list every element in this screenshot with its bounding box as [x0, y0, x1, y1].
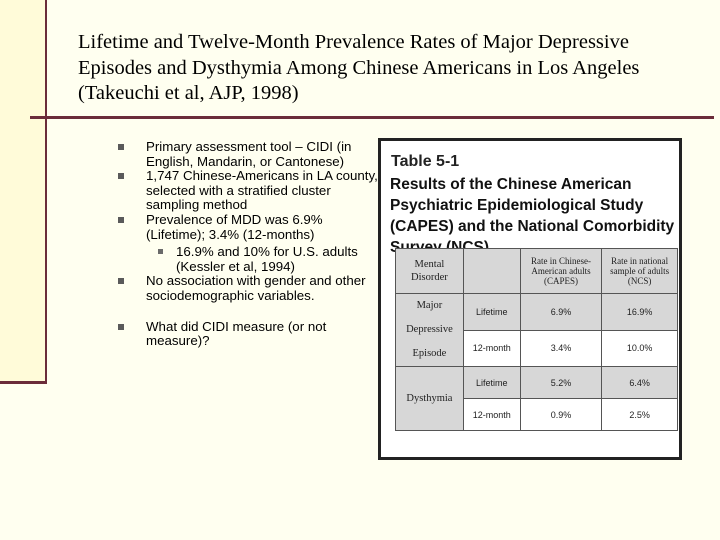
period-cell: Lifetime: [462, 366, 521, 399]
bullet-square-icon: [118, 216, 124, 223]
capes-rate-cell: 0.9%: [519, 398, 603, 431]
bullet-text: What did CIDI measure (or not measure)?: [146, 318, 327, 349]
bullet-square-icon: [118, 323, 124, 330]
sub-bullet-text: 16.9% and 10% for U.S. adults (Kessler e…: [176, 244, 358, 274]
bullet-item: Primary assessment tool – CIDI (in Engli…: [118, 139, 380, 169]
bullet-item: 1,747 Chinese-Americans in LA county, se…: [118, 168, 380, 213]
table-title: Results of the Chinese American Psychiat…: [390, 176, 675, 256]
results-table: Mental Disorder Rate in Chinese-American…: [395, 248, 678, 431]
table-row: 12-month 0.9% 2.5%: [396, 398, 678, 431]
bullet-text: 1,747 Chinese-Americans in LA county, se…: [146, 168, 378, 213]
bullet-list: Primary assessment tool – CIDI (in Engli…: [118, 139, 380, 349]
capes-rate-cell: 5.2%: [519, 366, 603, 399]
bullet-text: Primary assessment tool – CIDI (in Engli…: [146, 139, 352, 169]
bullet-square-icon: [118, 173, 124, 180]
header-mental-disorder: Mental Disorder: [395, 248, 464, 294]
left-accent-rule: [0, 381, 47, 384]
period-cell: 12-month: [462, 398, 521, 431]
capes-rate-cell: 6.9%: [519, 293, 603, 331]
capes-table-image: Table 5-1 Results of the Chinese America…: [378, 138, 682, 460]
bullet-square-icon: [118, 278, 124, 285]
period-cell: 12-month: [462, 329, 521, 367]
bullet-item: Prevalence of MDD was 6.9% (Lifetime); 3…: [118, 211, 380, 242]
bullet-item: What did CIDI measure (or not measure)?: [118, 318, 380, 349]
capes-rate-cell: 3.4%: [519, 329, 603, 367]
ncs-rate-cell: 16.9%: [601, 293, 678, 331]
table-number: Table 5-1: [391, 153, 460, 170]
table-header-row: Mental Disorder Rate in Chinese-American…: [395, 248, 678, 294]
title-divider: [30, 116, 714, 119]
bullet-text: Prevalence of MDD was 6.9% (Lifetime); 3…: [146, 211, 323, 242]
bullet-item: No association with gender and other soc…: [118, 274, 380, 303]
left-accent-bar: [0, 0, 47, 383]
header-ncs-rate: Rate in national sample of adults (NCS): [601, 248, 678, 294]
ncs-rate-cell: 2.5%: [601, 398, 678, 431]
slide-title: Lifetime and Twelve-Month Prevalence Rat…: [78, 31, 640, 104]
period-cell: Lifetime: [462, 293, 521, 331]
bullet-text: No association with gender and other soc…: [146, 273, 366, 303]
sub-bullet-square-icon: [158, 249, 163, 255]
header-capes-rate: Rate in Chinese-American adults (CAPES): [519, 248, 603, 294]
table-row: Dysthymia Lifetime 5.2% 6.4%: [395, 366, 678, 431]
ncs-rate-cell: 10.0%: [601, 329, 678, 367]
disorder-name: Major Depressive Episode: [395, 293, 464, 367]
header-period: [462, 248, 521, 294]
disorder-name: Dysthymia: [395, 366, 464, 431]
table-row: Major Depressive Episode Lifetime 6.9% 1…: [395, 293, 678, 367]
ncs-rate-cell: 6.4%: [601, 366, 678, 399]
sub-bullet-item: 16.9% and 10% for U.S. adults (Kessler e…: [118, 244, 380, 274]
bullet-square-icon: [118, 144, 124, 150]
